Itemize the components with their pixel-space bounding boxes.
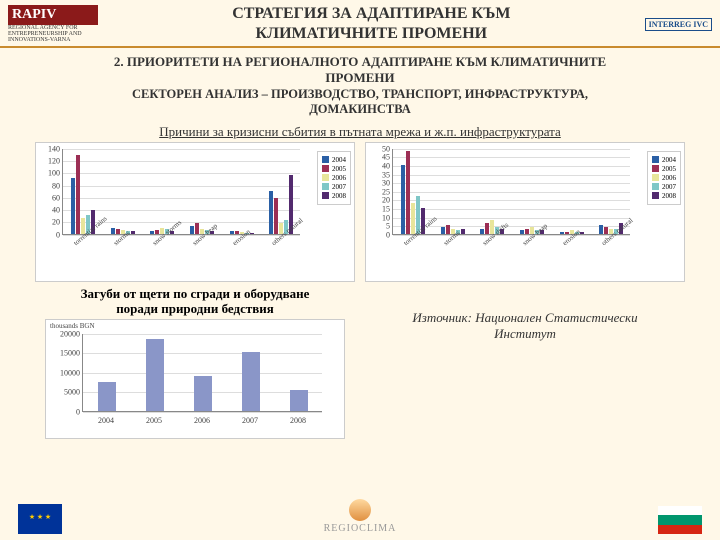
charts-row-top: 020406080100120140torrential rainsstorms… bbox=[30, 142, 690, 282]
bottom-row: Загуби от щети по сгради и оборудване по… bbox=[30, 286, 690, 439]
section-subtitle: СЕКТОРЕН АНАЛИЗ – ПРОИЗВОДСТВО, ТРАНСПОР… bbox=[30, 87, 690, 118]
charts12-caption: Причини за кризисни събития в пътната мр… bbox=[30, 124, 690, 140]
bulgaria-flag-icon bbox=[658, 506, 702, 534]
rapiv-label: RAPIV bbox=[8, 5, 98, 25]
header: RAPIV REGIONAL AGENCY FOR ENTREPRENEURSH… bbox=[0, 0, 720, 48]
page-title: СТРАТЕГИЯ ЗА АДАПТИРАНЕ КЪМ КЛИМАТИЧНИТЕ… bbox=[98, 4, 645, 44]
chart3-column: Загуби от щети по сгради и оборудване по… bbox=[40, 286, 350, 439]
content: 2. ПРИОРИТЕТИ НА РЕГИОНАЛНОТО АДАПТИРАНЕ… bbox=[0, 48, 720, 439]
chart-rail-infrastructure: 05101520253035404550torrential rainsstor… bbox=[365, 142, 685, 282]
rapiv-subtitle: REGIONAL AGENCY FOR ENTREPRENEURSHIP AND… bbox=[8, 25, 98, 43]
chart-road-network: 020406080100120140torrential rainsstorms… bbox=[35, 142, 355, 282]
footer: REGIOCLIMA bbox=[0, 499, 720, 534]
chart3-caption: Загуби от щети по сгради и оборудване по… bbox=[40, 286, 350, 317]
regioclima-logo: REGIOCLIMA bbox=[324, 499, 397, 534]
globe-icon bbox=[349, 499, 371, 521]
logo-interreg: INTERREG IVC bbox=[645, 18, 712, 31]
section-title: 2. ПРИОРИТЕТИ НА РЕГИОНАЛНОТО АДАПТИРАНЕ… bbox=[30, 54, 690, 87]
chart-building-losses: 05000100001500020000thousands BGN2004200… bbox=[45, 319, 345, 439]
source-citation: Източник: Национален Статистически Инсти… bbox=[370, 310, 680, 342]
eu-flag-icon bbox=[18, 504, 62, 534]
logo-rapiv: RAPIV REGIONAL AGENCY FOR ENTREPRENEURSH… bbox=[8, 5, 98, 43]
